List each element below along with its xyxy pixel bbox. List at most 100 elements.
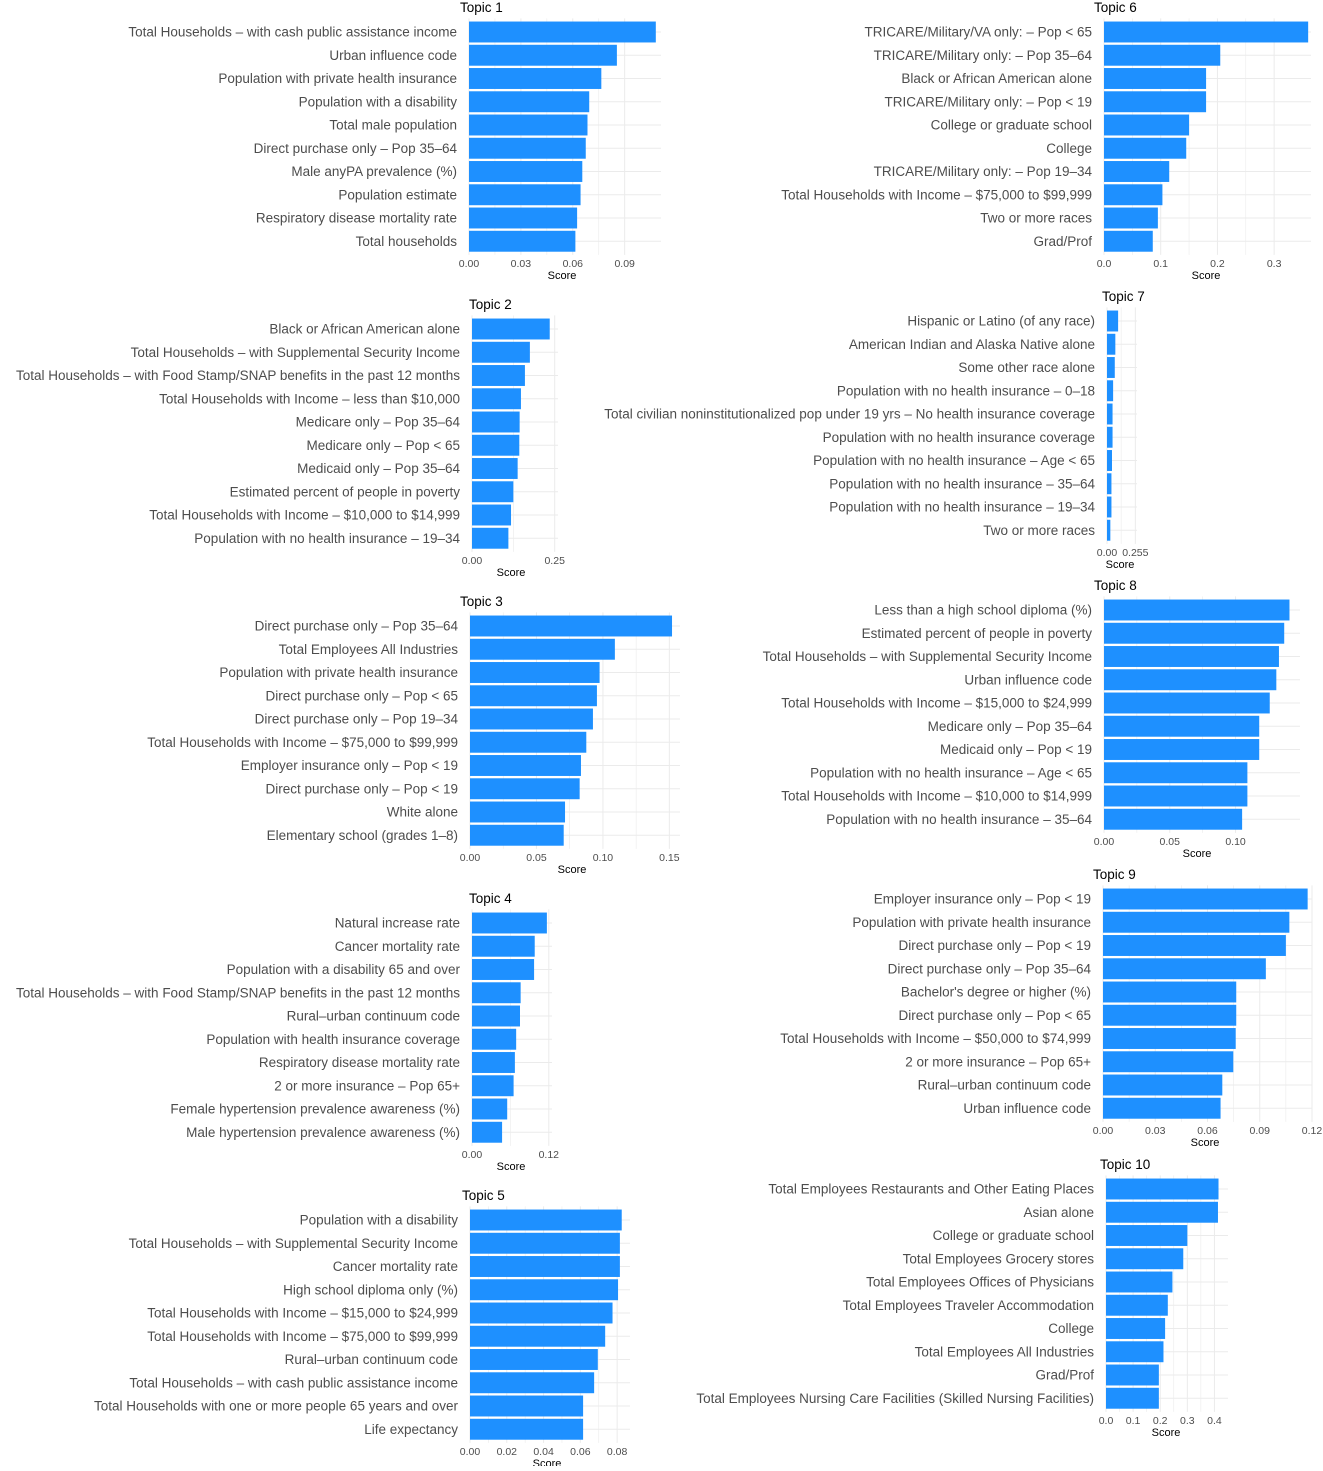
bar: [470, 1372, 595, 1394]
bar: [1103, 911, 1290, 933]
category-label: Hispanic or Latino (of any race): [907, 314, 1095, 329]
bar: [1103, 1097, 1221, 1119]
x-tick-label: 0.00: [462, 555, 483, 567]
bar: [1104, 808, 1243, 830]
bar: [1104, 91, 1207, 113]
category-label: Total Employees All Industries: [279, 642, 459, 657]
bar: [470, 1395, 584, 1417]
bar: [472, 388, 521, 410]
x-tick-label: 0.08: [607, 1446, 628, 1458]
bar: [472, 1005, 520, 1027]
bar: [472, 527, 509, 549]
bar: [1104, 739, 1260, 760]
category-label: TRICARE/Military/VA only: – Pop < 65: [865, 25, 1092, 40]
chart-topic-7: Topic 7 Hispanic or Latino (of any race) A…: [604, 289, 1148, 571]
bar: [472, 481, 514, 503]
category-label: Male hypertension prevalence awareness (…: [186, 1125, 460, 1140]
category-label: Total Households with Income – $75,000 t…: [147, 735, 458, 750]
x-tick-label: 0.06: [1197, 1125, 1218, 1137]
bar: [472, 935, 535, 957]
bar: [1103, 1051, 1234, 1073]
chart-title: Topic 7: [1102, 289, 1145, 304]
category-label: Total households: [356, 234, 458, 249]
category-label: Bachelor's degree or higher (%): [901, 985, 1091, 1000]
category-label: Black or African American alone: [269, 322, 460, 337]
bar: [470, 1279, 619, 1301]
bar: [470, 1232, 620, 1254]
category-label: Total Employees Grocery stores: [903, 1251, 1095, 1266]
x-tick-label: 0.1: [1153, 258, 1168, 270]
x-tick-label: 0.2: [1210, 258, 1225, 270]
x-tick-label: 0.10: [1225, 836, 1246, 848]
x-tick-label: 0.4: [1207, 1415, 1222, 1427]
bar: [1107, 519, 1111, 541]
bar: [469, 91, 590, 113]
x-tick-label: 0.02: [497, 1446, 518, 1458]
category-label: Two or more races: [983, 523, 1095, 538]
chart-title: Topic 9: [1093, 867, 1136, 882]
bar: [1103, 981, 1237, 1003]
category-label: Total civilian noninstitutionalized pop …: [604, 407, 1095, 422]
category-label: Total Households – with Supplemental Sec…: [131, 345, 460, 360]
bar: [470, 685, 597, 707]
bar: [470, 1256, 620, 1277]
x-axis-label: Score: [548, 270, 577, 282]
bar: [470, 778, 580, 800]
x-tick-label: 0.05: [526, 852, 547, 864]
category-label: Employer insurance only – Pop < 19: [241, 758, 458, 773]
category-label: Total Households with Income – $75,000 t…: [781, 187, 1092, 202]
category-label: Elementary school (grades 1–8): [267, 828, 458, 843]
bar: [472, 365, 525, 386]
bar: [1104, 785, 1248, 807]
x-tick-label: 0.00: [459, 258, 480, 270]
bar: [472, 504, 512, 526]
x-tick-label: 0.09: [1250, 1125, 1271, 1137]
category-label: Two or more races: [980, 211, 1092, 226]
category-label: Population with no health insurance – Ag…: [813, 453, 1095, 468]
bar: [470, 801, 566, 823]
x-axis-label: Score: [533, 1458, 562, 1466]
bar: [470, 708, 593, 730]
category-label: Direct purchase only – Pop 35–64: [255, 619, 459, 634]
chart-title: Topic 1: [460, 0, 503, 15]
category-label: Total Households – with Food Stamp/SNAP …: [16, 368, 460, 383]
bar: [1107, 426, 1113, 448]
x-tick-label: 0.00: [1093, 1125, 1114, 1137]
category-label: Population with private health insurance: [218, 71, 457, 86]
category-label: Population with health insurance coverag…: [206, 1032, 460, 1047]
chart-title: Topic 3: [460, 594, 503, 609]
category-label: Total Employees Offices of Physicians: [866, 1275, 1094, 1290]
category-label: Respiratory disease mortality rate: [259, 1055, 460, 1070]
category-label: Population with no health insurance – 35…: [829, 476, 1095, 491]
bar: [470, 638, 615, 660]
x-tick-label: 0.00: [1094, 836, 1115, 848]
x-tick-label: 0.00: [462, 1149, 483, 1161]
category-label: Total Households – with cash public assi…: [128, 25, 457, 40]
x-tick-label: 0.04: [533, 1446, 554, 1458]
bar: [472, 1028, 517, 1050]
category-label: Direct purchase only – Pop < 65: [266, 688, 459, 703]
x-axis-label: Score: [497, 567, 526, 579]
bar: [472, 411, 520, 433]
category-label: Total Households – with Supplemental Sec…: [129, 1236, 458, 1251]
x-tick-label: 0.25: [544, 555, 565, 567]
bar: [469, 114, 588, 136]
category-label: Total Households with Income – $50,000 t…: [780, 1031, 1091, 1046]
bar: [472, 318, 550, 340]
chart-topic-2: Topic 2 Black or African American alone To…: [16, 297, 565, 579]
x-tick-label: 0.05: [1160, 836, 1181, 848]
category-label: Female hypertension prevalence awareness…: [170, 1102, 460, 1117]
bar: [1104, 230, 1153, 252]
x-tick-label: 0.0: [1099, 1415, 1114, 1427]
bar: [1107, 473, 1112, 495]
bar: [470, 824, 564, 846]
bar: [1106, 1178, 1219, 1200]
x-tick-label: 0.03: [511, 258, 532, 270]
category-label: Life expectancy: [364, 1422, 458, 1437]
bar: [1107, 450, 1112, 471]
category-label: Grad/Prof: [1035, 1368, 1094, 1383]
x-tick-label: 0.15: [659, 852, 680, 864]
bar: [472, 458, 518, 479]
category-label: TRICARE/Military only: – Pop 35–64: [874, 48, 1093, 63]
